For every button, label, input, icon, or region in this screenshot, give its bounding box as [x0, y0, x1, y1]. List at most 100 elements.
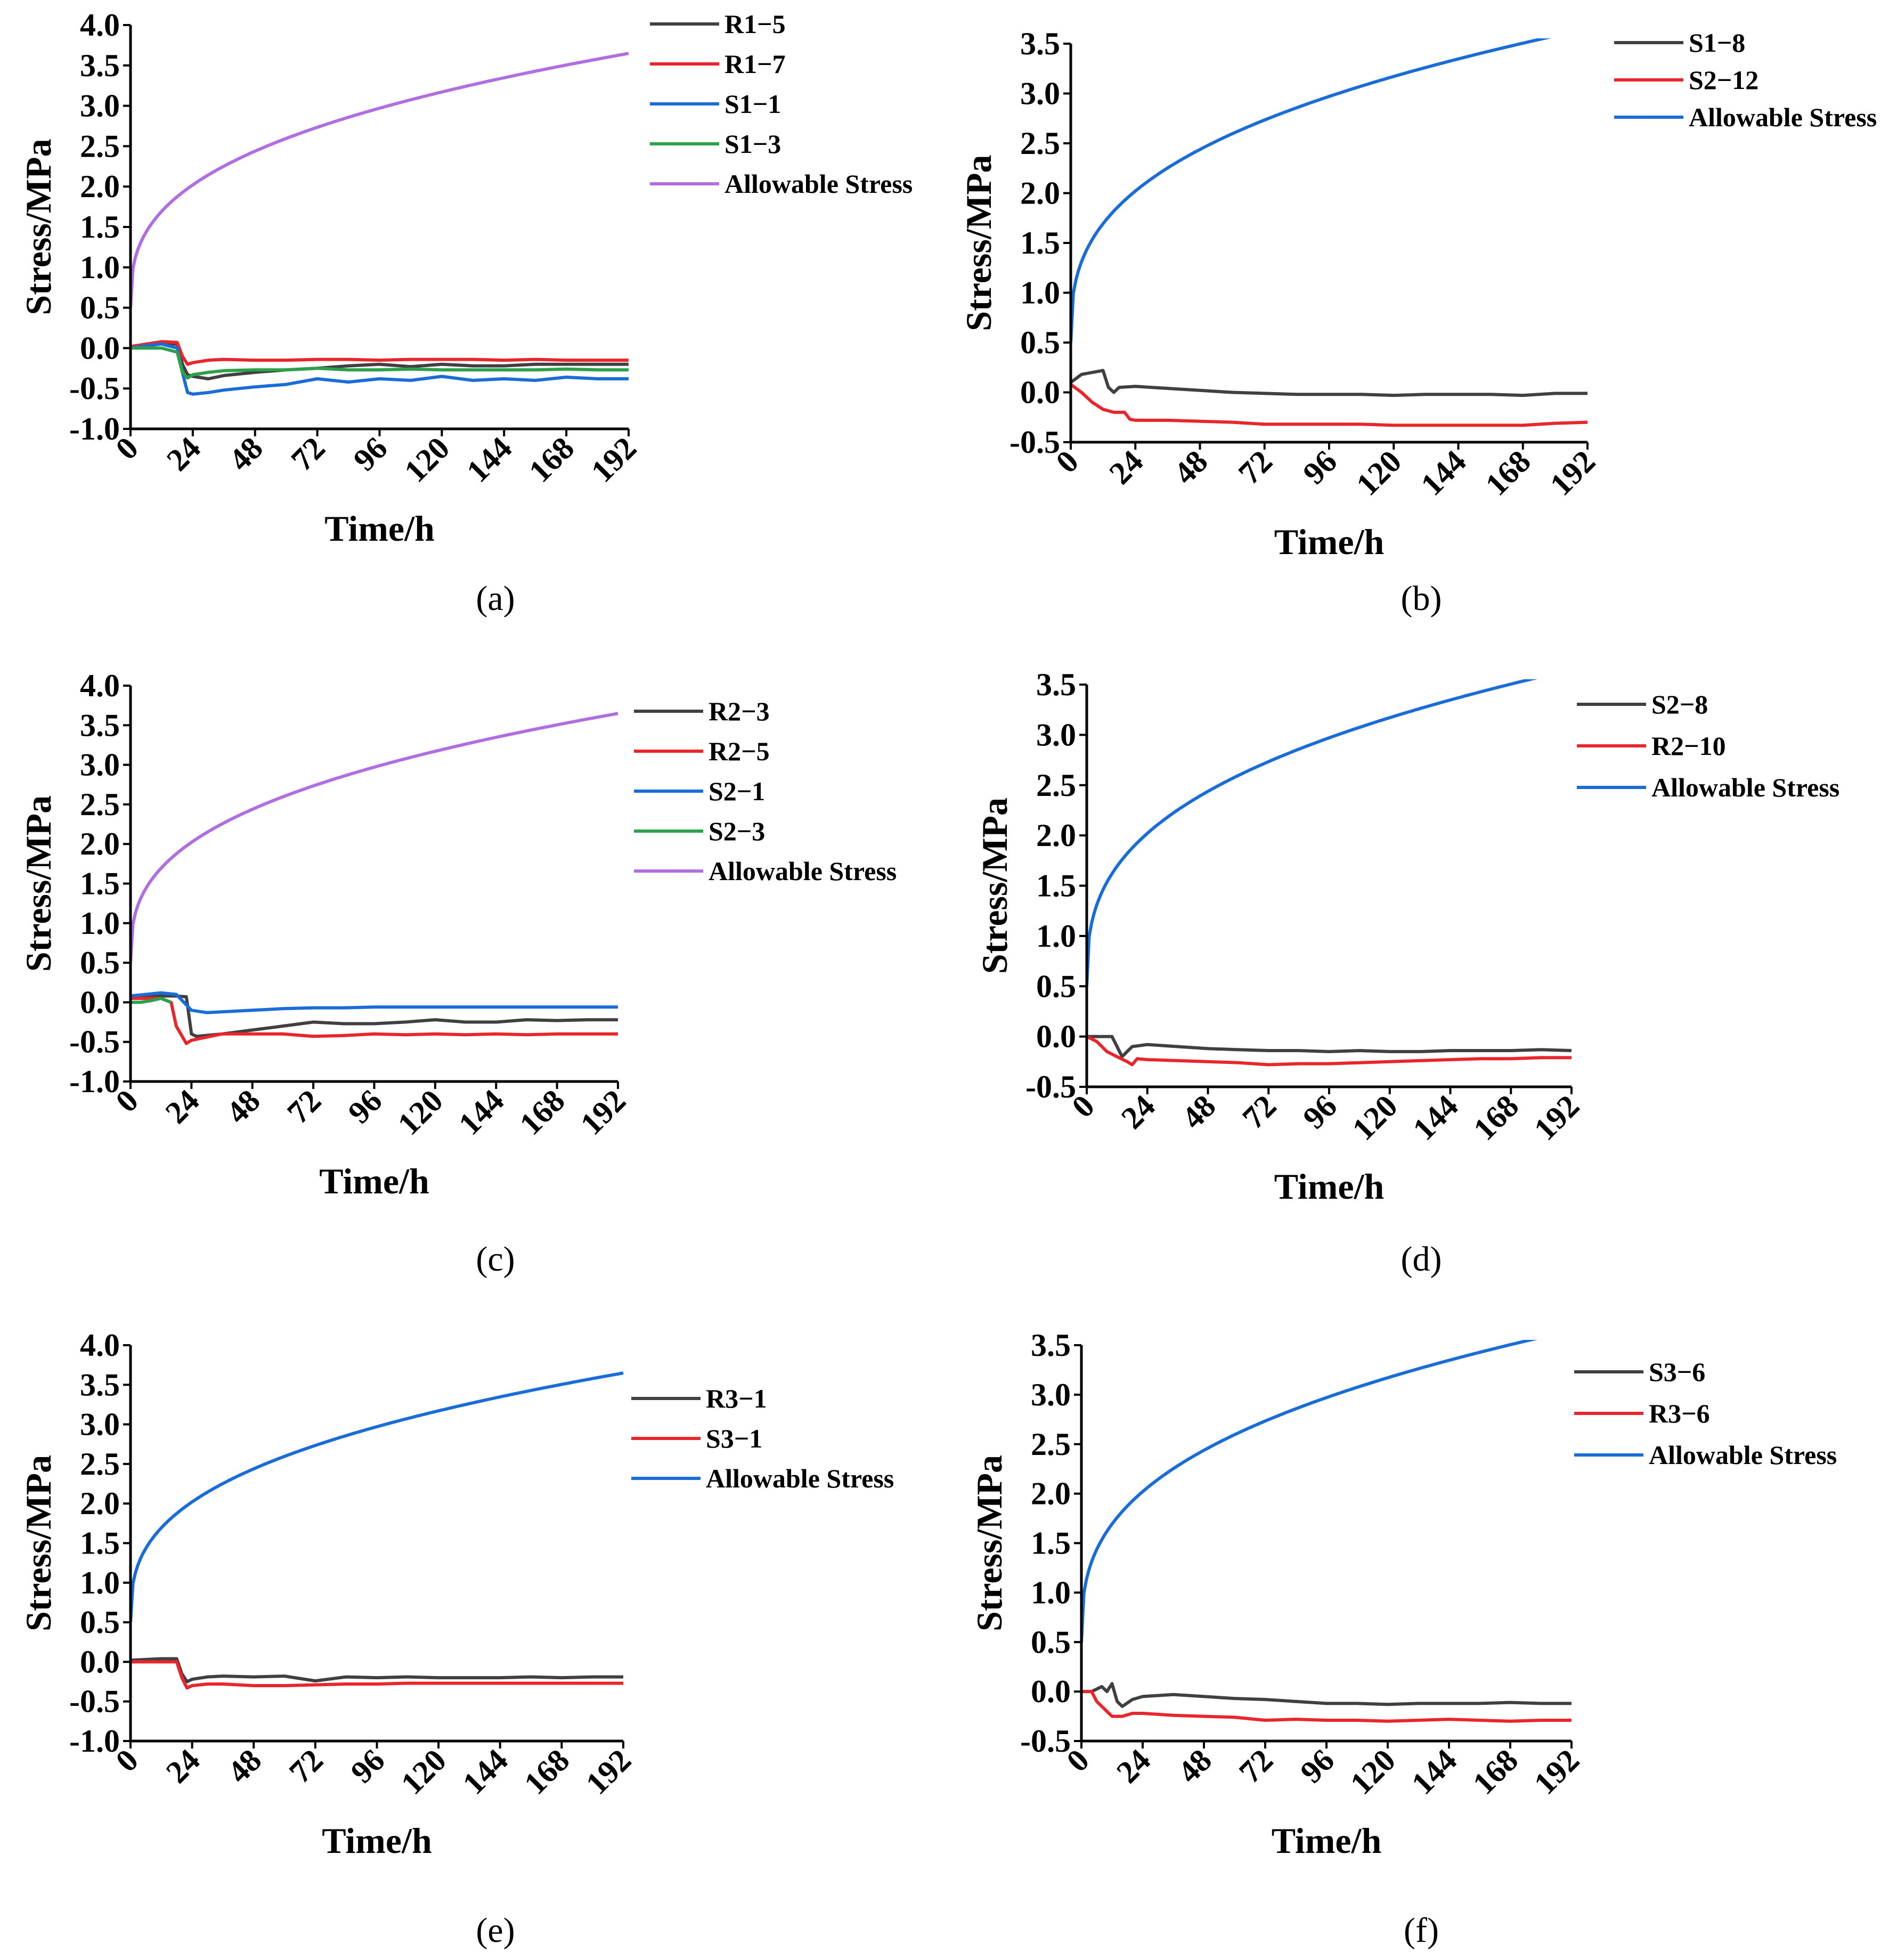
x-tick-label: 0 — [1060, 1743, 1096, 1779]
x-tick-label: 72 — [280, 1083, 328, 1131]
y-tick-label: 3.0 — [80, 1407, 120, 1442]
y-tick-label: 3.5 — [1020, 26, 1060, 61]
x-tick-label: 192 — [1527, 1088, 1586, 1147]
legend: S3−6 R3−6 Allowable Stress — [1574, 1357, 1837, 1470]
x-tick-label: 120 — [1349, 444, 1408, 502]
x-tick-label: 24 — [1114, 1088, 1162, 1136]
y-axis-title: Stress/MPa — [18, 1455, 59, 1631]
x-tick-label: 24 — [160, 430, 207, 478]
y-axis-title: Stress/MPa — [18, 139, 59, 315]
y-tick-label: 3.0 — [1020, 76, 1060, 111]
x-tick-label: 0 — [1065, 1088, 1101, 1125]
panel-caption: (a) — [476, 579, 515, 618]
x-tick-label: 144 — [1414, 444, 1472, 502]
legend-label: S2−8 — [1651, 689, 1708, 719]
legend-label: R3−6 — [1649, 1398, 1710, 1428]
x-axis-title: Time/h — [1274, 1166, 1385, 1207]
x-tick-label: 48 — [219, 1083, 267, 1131]
legend-label: S2−3 — [709, 816, 765, 846]
y-tick-label: 0.5 — [1020, 325, 1060, 360]
y-axis-title: Stress/MPa — [18, 795, 59, 972]
y-tick-label: 0.0 — [1031, 1674, 1071, 1709]
y-tick-label: 3.5 — [1031, 1328, 1071, 1363]
x-tick-label: 192 — [1527, 1743, 1586, 1801]
x-tick-label: 48 — [222, 430, 270, 478]
x-tick-label: 72 — [1232, 1743, 1280, 1790]
legend-label: Allowable Stress — [724, 169, 913, 199]
x-tick-label: 168 — [517, 1743, 576, 1801]
legend-label: S1−1 — [724, 89, 781, 119]
series-line-1 — [131, 997, 618, 1045]
x-tick-label: 96 — [1296, 1088, 1344, 1136]
y-tick-label: 2.0 — [80, 1486, 120, 1521]
series-line-0 — [1087, 1035, 1572, 1059]
y-axis-title: Stress/MPa — [974, 798, 1015, 974]
y-tick-label: 2.5 — [1036, 768, 1076, 803]
y-tick-label: 3.0 — [1031, 1377, 1071, 1412]
x-tick-label: 144 — [460, 430, 518, 489]
y-tick-label: 1.0 — [1036, 918, 1076, 954]
series-line-1 — [1081, 1690, 1572, 1723]
legend: R1−5 R1−7 S1−1 S1−3 Allowable Stress — [650, 9, 913, 199]
x-tick-label: 72 — [1235, 1088, 1283, 1136]
y-axis-title: Stress/MPa — [958, 154, 999, 331]
y-tick-label: 3.0 — [1036, 717, 1076, 752]
y-tick-label: 1.0 — [80, 250, 120, 285]
y-tick-label: 4.0 — [80, 7, 120, 43]
legend-label: Allowable Stress — [709, 856, 897, 886]
chart-panel-d: 3.5 3.0 2.5 2.0 1.5 1.0 0.5 0.0 -0.50 24 48 72 96 120… — [974, 667, 1839, 1279]
panel-caption: (c) — [476, 1240, 515, 1279]
x-tick-label: 96 — [1293, 1743, 1341, 1790]
y-tick-label: 2.5 — [80, 128, 120, 164]
x-tick-label: 168 — [513, 1083, 572, 1142]
x-tick-label: 96 — [344, 1743, 392, 1790]
y-tick-label: 1.0 — [1031, 1575, 1071, 1610]
series-line-2 — [1071, 38, 1552, 343]
plot-area — [131, 712, 618, 1045]
legend-label: Allowable Stress — [1689, 102, 1877, 132]
legend-label: R2−10 — [1651, 731, 1726, 761]
x-tick-label: 192 — [1543, 444, 1602, 502]
plot-area — [1081, 1340, 1572, 1723]
y-tick-label: 0.0 — [1020, 375, 1060, 410]
y-tick-label: 1.5 — [80, 209, 120, 245]
y-tick-label: 3.5 — [80, 48, 120, 83]
x-tick-label: 72 — [282, 1743, 330, 1790]
y-tick-label: 0.0 — [80, 985, 120, 1020]
y-tick-label: -0.5 — [1020, 1723, 1071, 1759]
legend-label: Allowable Stress — [1649, 1440, 1837, 1470]
x-tick-label: 192 — [579, 1743, 638, 1801]
series-line-1 — [1071, 383, 1588, 427]
x-tick-label: 0 — [109, 1083, 145, 1119]
y-tick-label: 3.0 — [80, 747, 120, 783]
series-line-2 — [1081, 1340, 1538, 1642]
legend-label: S3−1 — [706, 1424, 762, 1453]
legend-label: S1−3 — [724, 129, 781, 159]
series-line-0 — [131, 994, 618, 1038]
legend: R2−3 R2−5 S2−1 S2−3 Allowable Stress — [634, 696, 897, 886]
y-tick-label: -0.5 — [1025, 1069, 1076, 1104]
x-tick-label: 24 — [1102, 444, 1150, 491]
series-line-4 — [131, 52, 629, 308]
y-tick-label: -0.5 — [69, 371, 120, 406]
x-tick-label: 72 — [1232, 444, 1279, 491]
y-tick-label: 2.0 — [80, 169, 120, 204]
series-line-3 — [131, 346, 629, 380]
y-tick-label: 1.0 — [80, 906, 120, 941]
series-line-1 — [131, 340, 629, 366]
x-tick-label: 0 — [1049, 444, 1085, 480]
legend-label: R3−1 — [706, 1384, 767, 1413]
chart-panel-c: 4.0 3.5 3.0 2.5 2.0 1.5 1.0 0.5 0.0 -0.5 -1.00 24 48… — [18, 668, 897, 1279]
chart-panel-f: 3.5 3.0 2.5 2.0 1.5 1.0 0.5 0.0 -0.50 24 48 72 96 120… — [969, 1328, 1837, 1950]
y-tick-label: 1.0 — [1020, 275, 1060, 311]
x-tick-label: 144 — [1405, 1743, 1463, 1801]
x-tick-label: 120 — [1344, 1743, 1402, 1801]
y-tick-label: 2.0 — [1036, 818, 1076, 853]
legend-label: S2−12 — [1689, 65, 1758, 95]
x-tick-label: 144 — [456, 1743, 515, 1801]
x-tick-label: 168 — [1467, 1088, 1525, 1147]
y-tick-label: 3.0 — [80, 88, 120, 124]
y-tick-label: 1.5 — [1036, 868, 1076, 904]
x-tick-label: 168 — [1466, 1743, 1525, 1801]
series-line-3 — [131, 997, 172, 1004]
